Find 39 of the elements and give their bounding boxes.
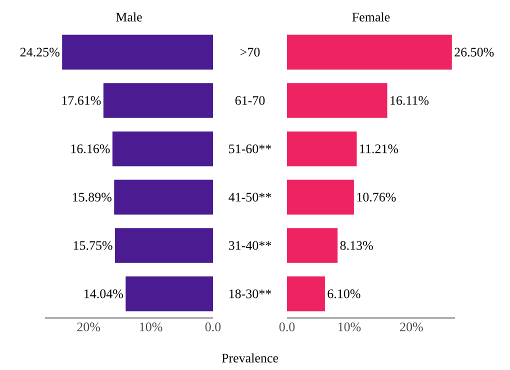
- bar: [287, 276, 325, 312]
- data-label: 11.21%: [360, 144, 398, 154]
- bar: [287, 83, 388, 118]
- data-label: 15.75%: [74, 241, 112, 250]
- x-axis-title: Prevalence: [222, 353, 278, 362]
- bar: [126, 276, 213, 312]
- bar: [287, 34, 452, 70]
- data-label: 10.76%: [357, 192, 396, 202]
- data-label: 8.13%: [340, 241, 373, 250]
- x-tick-label: 10%: [338, 322, 361, 332]
- bar: [114, 180, 213, 215]
- bar: [115, 228, 213, 263]
- y-tick-label: 61-70: [235, 96, 265, 105]
- data-label: 26.50%: [454, 48, 494, 57]
- bar: [103, 83, 213, 118]
- chart-title: Male: [116, 12, 142, 22]
- x-tick-label: 0.0: [279, 322, 295, 332]
- data-label: 16.11%: [390, 96, 429, 105]
- y-tick-label: 51-60**: [229, 144, 272, 154]
- x-tick-label: 20%: [77, 322, 100, 332]
- y-tick-label: 41-50**: [228, 192, 272, 202]
- bar: [287, 131, 357, 166]
- x-tick-label: 20%: [400, 322, 423, 332]
- data-label: 16.16%: [71, 144, 110, 154]
- chart-title: Female: [352, 12, 390, 22]
- x-tick-label: 10%: [140, 322, 162, 332]
- bar: [287, 180, 354, 215]
- bar: [112, 131, 213, 166]
- y-tick-label: 18-30**: [229, 289, 272, 298]
- y-tick-label: >70: [240, 48, 260, 57]
- x-tick-label: 0.0: [205, 322, 221, 332]
- bar: [287, 228, 338, 263]
- data-label: 14.04%: [84, 289, 123, 298]
- data-label: 24.25%: [20, 48, 60, 57]
- data-label: 6.10%: [328, 289, 360, 298]
- bar: [62, 34, 213, 70]
- y-tick-label: 31-40**: [228, 241, 272, 250]
- data-label: 15.89%: [72, 192, 112, 202]
- data-label: 17.61%: [62, 96, 101, 105]
